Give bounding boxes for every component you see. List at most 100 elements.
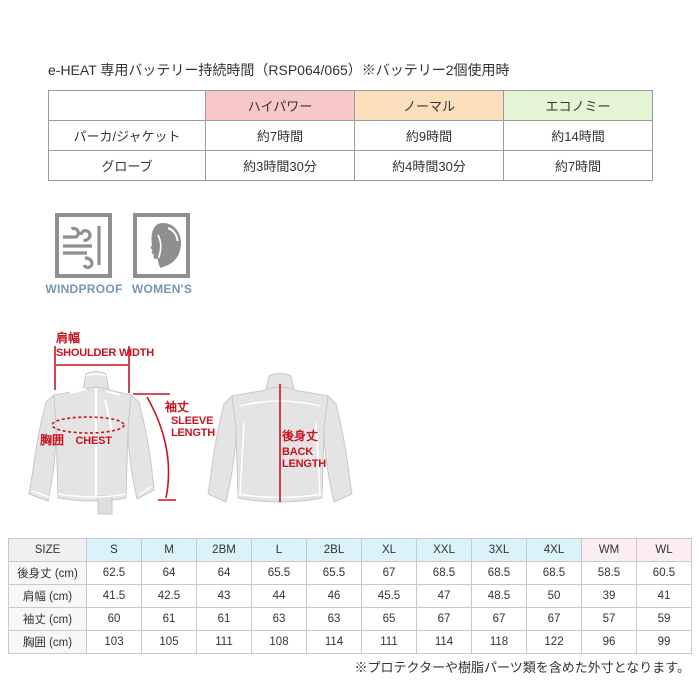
row-label: 後身丈 (cm) [8, 561, 87, 585]
col-wl: WL [636, 538, 692, 562]
cell: 105 [141, 630, 197, 654]
col-2bm: 2BM [196, 538, 252, 562]
cell: 65.5 [306, 561, 362, 585]
wind-glyph [63, 226, 101, 270]
battery-duration-table: ハイパワー ノーマル エコノミー パーカ/ジャケット 約7時間 約9時間 約14… [48, 90, 653, 181]
table-row: グローブ 約3時間30分 約4時間30分 約7時間 [48, 150, 653, 181]
cell: 61 [196, 607, 252, 631]
cell: 約14時間 [503, 120, 653, 151]
chest-label: 胸囲 CHEST [40, 433, 112, 447]
col-s: S [86, 538, 142, 562]
table-row: パーカ/ジャケット 約7時間 約9時間 約14時間 [48, 120, 653, 151]
cell: 57 [581, 607, 637, 631]
cell: 67 [416, 607, 472, 631]
page-title: e-HEAT 専用バッテリー持続時間（RSP064/065）※バッテリー2個使用… [48, 62, 510, 78]
col-wm: WM [581, 538, 637, 562]
cell: 58.5 [581, 561, 637, 585]
cell: 111 [196, 630, 252, 654]
cell: 64 [196, 561, 252, 585]
row-label: グローブ [48, 150, 206, 181]
col-l: L [251, 538, 307, 562]
size-measure-diagram: 肩幅 SHOULDER WIDTH 袖丈 SLEEVE LENGTH 胸囲 CH… [10, 328, 390, 543]
cell: 63 [306, 607, 362, 631]
cell: 43 [196, 584, 252, 608]
col-xxl: XXL [416, 538, 472, 562]
battery-header-economy: エコノミー [503, 90, 653, 121]
cell: 60.5 [636, 561, 692, 585]
cell: 41 [636, 584, 692, 608]
col-m: M [141, 538, 197, 562]
cell: 48.5 [471, 584, 527, 608]
cell: 99 [636, 630, 692, 654]
cell: 約7時間 [503, 150, 653, 181]
jacket-diagram-art [28, 346, 353, 515]
back-length-label-jp: 後身丈 [282, 429, 319, 443]
cell: 111 [361, 630, 417, 654]
jacket-front-left-sleeve [28, 394, 57, 502]
jacket-front-torso [53, 386, 132, 502]
cell: 42.5 [141, 584, 197, 608]
battery-header-normal: ノーマル [354, 90, 504, 121]
table-row: 袖丈 (cm) 60 61 61 63 63 65 67 67 67 57 59 [8, 607, 692, 631]
cell: 118 [471, 630, 527, 654]
row-label: 袖丈 (cm) [8, 607, 87, 631]
table-header-row: SIZE S M 2BM L 2BL XL XXL 3XL 4XL WM WL [8, 538, 692, 562]
shoulder-width-label-jp: 肩幅 [56, 331, 81, 345]
back-length-label-en: BACK LENGTH [282, 446, 327, 470]
cell: 61 [141, 607, 197, 631]
cell: 約9時間 [354, 120, 504, 151]
cell: 65.5 [251, 561, 307, 585]
table-row: 胸囲 (cm) 103 105 111 108 114 111 114 118 … [8, 630, 692, 654]
size-spec-table: SIZE S M 2BM L 2BL XL XXL 3XL 4XL WM WL … [8, 538, 692, 654]
col-4xl: 4XL [526, 538, 582, 562]
col-xl: XL [361, 538, 417, 562]
jacket-back-left-sleeve [207, 395, 237, 503]
row-label: 胸囲 (cm) [8, 630, 87, 654]
cell: 96 [581, 630, 637, 654]
cell: 65 [361, 607, 417, 631]
row-label: 肩幅 (cm) [8, 584, 87, 608]
col-3xl: 3XL [471, 538, 527, 562]
cell: 122 [526, 630, 582, 654]
cell: 68.5 [416, 561, 472, 585]
womens-label: WOMEN'S [131, 282, 193, 296]
table-header-row: ハイパワー ノーマル エコノミー [48, 90, 653, 121]
cell: 67 [526, 607, 582, 631]
sleeve-length-label-jp: 袖丈 [165, 400, 190, 414]
battery-header-empty [48, 90, 206, 121]
cell: 41.5 [86, 584, 142, 608]
table-row: 肩幅 (cm) 41.5 42.5 43 44 46 45.5 47 48.5 … [8, 584, 692, 608]
battery-header-high-power: ハイパワー [205, 90, 355, 121]
cell: 約3時間30分 [205, 150, 355, 181]
shoulder-width-label-en: SHOULDER WIDTH [56, 347, 155, 359]
cell: 62.5 [86, 561, 142, 585]
cell: 103 [86, 630, 142, 654]
jacket-front-right-sleeve [127, 394, 155, 500]
jacket-front-hem-tab [97, 495, 113, 515]
cell: 39 [581, 584, 637, 608]
cell: 67 [471, 607, 527, 631]
cell: 59 [636, 607, 692, 631]
cell: 50 [526, 584, 582, 608]
sleeve-length-label-en: SLEEVE LENGTH [171, 415, 216, 439]
cell: 60 [86, 607, 142, 631]
jacket-back-right-sleeve [323, 395, 353, 503]
windproof-icon [55, 213, 112, 278]
cell: 108 [251, 630, 307, 654]
cell: 114 [306, 630, 362, 654]
cell: 44 [251, 584, 307, 608]
cell: 約4時間30分 [354, 150, 504, 181]
col-2bl: 2BL [306, 538, 362, 562]
cell: 45.5 [361, 584, 417, 608]
size-header: SIZE [8, 538, 87, 562]
row-label: パーカ/ジャケット [48, 120, 206, 151]
cell: 68.5 [471, 561, 527, 585]
cell: 約7時間 [205, 120, 355, 151]
windproof-label: WINDPROOF [45, 282, 123, 296]
womens-icon [133, 213, 190, 278]
cell: 63 [251, 607, 307, 631]
cell: 114 [416, 630, 472, 654]
cell: 64 [141, 561, 197, 585]
cell: 47 [416, 584, 472, 608]
womens-helmet-glyph [150, 223, 182, 268]
